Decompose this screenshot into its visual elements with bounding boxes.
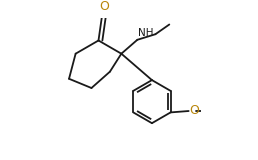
Text: O: O	[99, 0, 109, 13]
Text: NH: NH	[138, 28, 154, 38]
Text: O: O	[189, 104, 199, 117]
